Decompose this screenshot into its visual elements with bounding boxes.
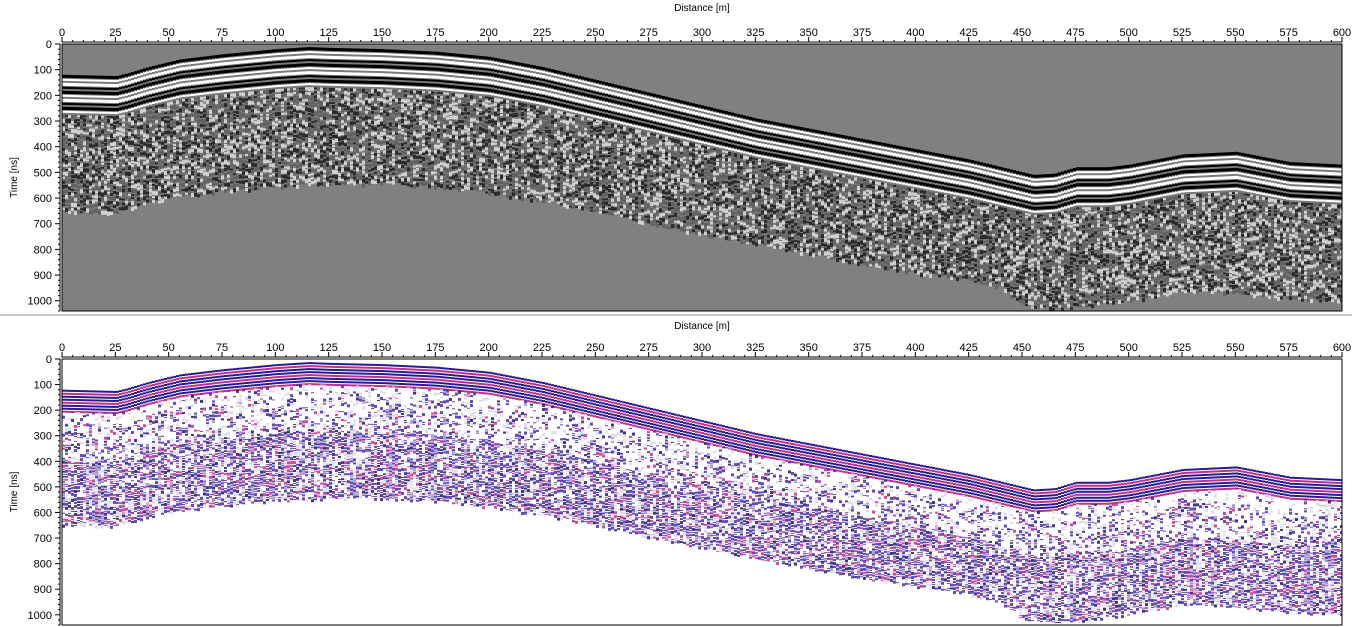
x-tick-label: 225 <box>533 342 551 354</box>
y-tick-label: 100 <box>34 380 52 392</box>
y-tick-label: 600 <box>34 507 52 519</box>
y-tick-label: 800 <box>34 244 52 256</box>
radargram-image <box>62 47 1342 311</box>
x-tick-label: 25 <box>109 342 121 354</box>
y-tick-label: 700 <box>34 533 52 545</box>
x-tick-label: 375 <box>853 27 871 39</box>
radargram-grayscale-chart: Distance [m] 0 25 50 75 100 125 150 175 200 225 250… <box>9 3 1351 312</box>
x-tick-label: 275 <box>639 27 657 39</box>
panel-divider <box>0 314 1352 316</box>
y-tick-label: 600 <box>34 193 52 205</box>
y-tick-label: 0 <box>46 39 52 51</box>
x-axis-title: Distance [m] <box>674 321 730 332</box>
y-tick-label: 500 <box>34 482 52 494</box>
x-tick-label: 0 <box>59 27 65 39</box>
x-tick-label: 575 <box>1279 342 1297 354</box>
y-tick-label: 900 <box>34 270 52 282</box>
x-tick-label: 75 <box>216 27 228 39</box>
plot-frame <box>61 43 1343 312</box>
y-tick-label: 700 <box>34 219 52 231</box>
x-tick-label: 450 <box>1013 342 1031 354</box>
x-tick-label: 450 <box>1013 27 1031 39</box>
x-tick-label: 575 <box>1279 27 1297 39</box>
x-tick-label: 75 <box>216 342 228 354</box>
y-tick-label: 1000 <box>28 610 52 622</box>
x-tick-label: 175 <box>426 342 444 354</box>
x-tick-label: 600 <box>1333 27 1351 39</box>
x-tick-label: 500 <box>1119 342 1137 354</box>
plot-frame <box>61 358 1343 626</box>
x-tick-label: 125 <box>319 27 337 39</box>
x-tick-label: 500 <box>1119 27 1137 39</box>
x-tick-label: 325 <box>746 342 764 354</box>
x-tick-label: 425 <box>959 27 977 39</box>
x-tick-label: 525 <box>1173 27 1191 39</box>
y-tick-label: 900 <box>34 584 52 596</box>
y-axis-title: Time [ns] <box>9 471 20 512</box>
radargram-image <box>62 362 1342 623</box>
radargram-grayscale-panel: Distance [m] 0 25 50 75 100 125 150 175 200 225 250… <box>0 0 1352 313</box>
y-tick-label: 300 <box>34 431 52 443</box>
x-tick-label: 100 <box>266 342 284 354</box>
x-tick-label: 475 <box>1066 342 1084 354</box>
y-tick-label: 400 <box>34 456 52 468</box>
x-axis-title: Distance [m] <box>674 3 730 14</box>
x-tick-label: 250 <box>586 27 604 39</box>
x-tick-label: 525 <box>1173 342 1191 354</box>
y-tick-label: 0 <box>46 354 52 366</box>
x-tick-label: 150 <box>373 342 391 354</box>
x-tick-label: 50 <box>163 27 175 39</box>
y-tick-label: 200 <box>34 405 52 417</box>
x-tick-label: 300 <box>693 342 711 354</box>
x-tick-label: 50 <box>163 342 175 354</box>
x-tick-label: 175 <box>426 27 444 39</box>
x-tick-label: 100 <box>266 27 284 39</box>
radargram-color-panel: Distance [m] 0 25 50 75 100 125 150 175 200 225 250… <box>0 318 1352 627</box>
x-tick-label: 550 <box>1226 27 1244 39</box>
x-tick-label: 125 <box>319 342 337 354</box>
x-tick-label: 400 <box>906 27 924 39</box>
x-tick-label: 0 <box>59 342 65 354</box>
x-tick-label: 600 <box>1333 342 1351 354</box>
y-axis-title: Time [ns] <box>9 157 20 198</box>
x-tick-label: 200 <box>479 27 497 39</box>
x-tick-label: 375 <box>853 342 871 354</box>
radargram-color-chart: Distance [m] 0 25 50 75 100 125 150 175 200 225 250… <box>9 321 1351 626</box>
x-tick-label: 325 <box>746 27 764 39</box>
x-tick-label: 150 <box>373 27 391 39</box>
x-tick-label: 400 <box>906 342 924 354</box>
y-tick-label: 500 <box>34 167 52 179</box>
x-tick-label: 425 <box>959 342 977 354</box>
y-tick-label: 800 <box>34 559 52 571</box>
x-tick-label: 275 <box>639 342 657 354</box>
x-tick-label: 300 <box>693 27 711 39</box>
x-tick-label: 225 <box>533 27 551 39</box>
y-tick-label: 300 <box>34 116 52 128</box>
x-tick-label: 350 <box>799 27 817 39</box>
x-tick-label: 25 <box>109 27 121 39</box>
y-tick-label: 100 <box>34 65 52 77</box>
y-tick-label: 1000 <box>28 296 52 308</box>
x-tick-label: 475 <box>1066 27 1084 39</box>
y-tick-label: 400 <box>34 142 52 154</box>
x-tick-label: 550 <box>1226 342 1244 354</box>
x-tick-label: 350 <box>799 342 817 354</box>
x-tick-label: 200 <box>479 342 497 354</box>
y-tick-label: 200 <box>34 90 52 102</box>
x-tick-label: 250 <box>586 342 604 354</box>
